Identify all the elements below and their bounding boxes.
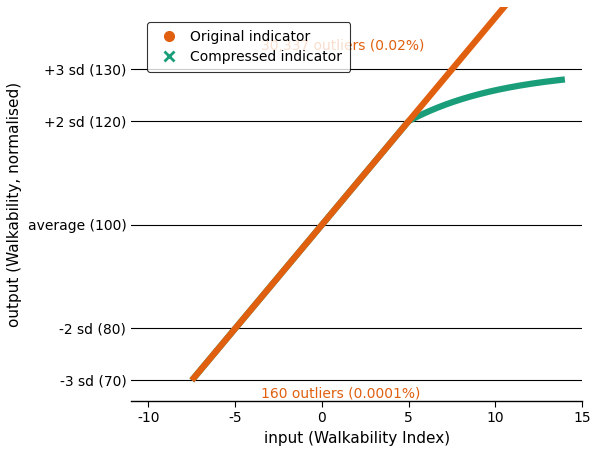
X-axis label: input (Walkability Index): input (Walkability Index): [264, 431, 450, 446]
Text: 160 outliers (0.0001%): 160 outliers (0.0001%): [261, 386, 420, 400]
Text: 30,337 outliers (0.02%): 30,337 outliers (0.02%): [261, 39, 425, 53]
Legend: Original indicator, Compressed indicator: Original indicator, Compressed indicator: [147, 22, 350, 72]
Y-axis label: output (Walkability, normalised): output (Walkability, normalised): [7, 82, 22, 327]
